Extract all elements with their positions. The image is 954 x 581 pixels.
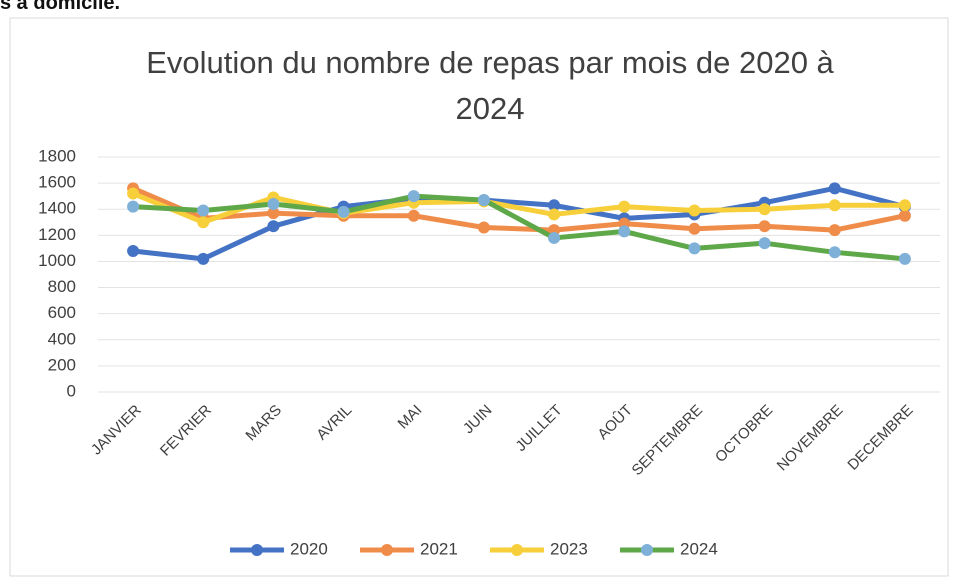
point bbox=[267, 207, 280, 220]
x-tick-label: JANVIER bbox=[88, 402, 145, 459]
legend-label: 2023 bbox=[550, 539, 588, 558]
point bbox=[828, 224, 841, 237]
x-tick-label: AVRIL bbox=[313, 402, 355, 444]
y-tick-label: 200 bbox=[48, 355, 76, 374]
x-tick-label: NOVEMBRE bbox=[774, 402, 847, 475]
point bbox=[267, 198, 280, 210]
point bbox=[618, 200, 631, 213]
point bbox=[197, 204, 210, 217]
y-tick-label: 1200 bbox=[38, 225, 76, 244]
x-tick-label: MARS bbox=[242, 402, 285, 445]
chart-title: Evolution du nombre de repas par mois de… bbox=[146, 45, 834, 126]
y-tick-label: 1600 bbox=[38, 173, 76, 192]
series-line bbox=[132, 185, 906, 262]
x-tick-label: JUILLET bbox=[512, 402, 565, 455]
point bbox=[127, 245, 140, 257]
x-tick-label: MAI bbox=[395, 402, 426, 433]
point bbox=[477, 194, 490, 207]
legend-label: 2021 bbox=[420, 539, 458, 558]
point bbox=[688, 222, 701, 235]
legend-swatch-marker bbox=[641, 544, 653, 556]
point bbox=[828, 182, 841, 195]
y-tick-label: 1000 bbox=[38, 251, 76, 270]
y-tick-label: 1400 bbox=[38, 199, 76, 218]
point bbox=[758, 203, 771, 216]
point bbox=[407, 209, 420, 222]
y-tick-label: 600 bbox=[48, 303, 76, 322]
point bbox=[758, 220, 771, 233]
point bbox=[828, 246, 841, 259]
page-heading: s à domicile. bbox=[0, 0, 121, 14]
x-tick-label: AOÛT bbox=[594, 402, 635, 443]
legend-swatch-marker bbox=[381, 544, 393, 556]
legend-label: 2020 bbox=[290, 539, 328, 558]
legend-label: 2024 bbox=[680, 539, 718, 558]
y-tick-label: 800 bbox=[48, 277, 76, 296]
point bbox=[548, 199, 561, 212]
point bbox=[197, 216, 210, 229]
series-line bbox=[132, 193, 906, 262]
legend-swatch-marker bbox=[511, 544, 523, 556]
point bbox=[758, 237, 771, 250]
point bbox=[828, 199, 841, 212]
point bbox=[898, 199, 911, 212]
x-tick-label: SEPTEMBRE bbox=[629, 402, 706, 479]
legend-swatch-marker bbox=[251, 544, 263, 556]
point bbox=[688, 242, 701, 255]
point bbox=[127, 187, 140, 200]
x-tick-label: OCTOBRE bbox=[712, 402, 776, 466]
series-line bbox=[132, 191, 905, 225]
y-tick-label: 0 bbox=[67, 381, 76, 400]
point bbox=[548, 208, 561, 221]
point bbox=[898, 209, 911, 222]
y-tick-label: 1800 bbox=[38, 146, 76, 165]
point bbox=[267, 220, 280, 233]
x-tick-label: JUIN bbox=[460, 402, 496, 438]
x-tick-label: DECEMBRE bbox=[844, 402, 916, 474]
point bbox=[477, 221, 490, 234]
point bbox=[898, 252, 911, 265]
point bbox=[337, 205, 350, 218]
point bbox=[688, 204, 701, 217]
point bbox=[197, 252, 210, 265]
point bbox=[548, 231, 561, 244]
point bbox=[618, 225, 631, 238]
chart-frame bbox=[9, 17, 949, 577]
series-line bbox=[132, 186, 906, 233]
y-tick-label: 400 bbox=[48, 329, 76, 348]
point bbox=[407, 190, 420, 203]
x-tick-label: FEVRIER bbox=[157, 401, 215, 459]
point bbox=[127, 200, 140, 213]
